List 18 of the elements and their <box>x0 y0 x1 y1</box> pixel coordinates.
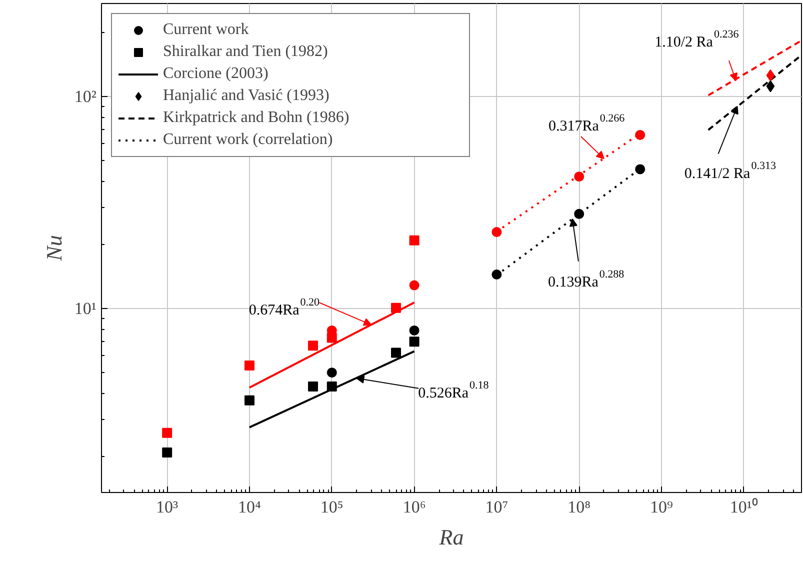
legend-label: Kirkpatrick and Bohn (1986) <box>163 109 350 127</box>
x-tick-label: 10¹⁰ <box>730 498 758 516</box>
legend-label: Hanjalić and Vasić (1993) <box>163 87 330 105</box>
x-tick-label: 10³ <box>156 498 178 516</box>
y-tick-label: 10¹ <box>74 299 97 318</box>
x-tick-label: 10⁶ <box>402 498 426 516</box>
legend-label: Current work <box>163 21 250 39</box>
x-tick-label: 10⁵ <box>320 498 344 516</box>
legend-label: Corcione (2003) <box>163 65 270 83</box>
x-axis-title: Ra <box>438 524 464 550</box>
legend-label: Current work (correlation) <box>163 131 334 149</box>
x-tick-label: 10⁹ <box>650 498 674 516</box>
y-axis-title: Nu <box>41 235 66 262</box>
x-tick-label: 10⁷ <box>485 498 508 516</box>
x-tick-label: 10⁴ <box>238 498 262 516</box>
x-tick-label: 10⁸ <box>568 498 591 516</box>
legend-label: Shiralkar and Tien (1982) <box>163 43 329 61</box>
y-tick-label: 10² <box>74 87 97 106</box>
